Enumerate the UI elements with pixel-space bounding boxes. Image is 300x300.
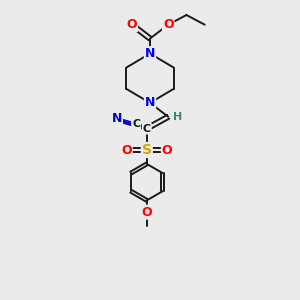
Text: O: O (162, 143, 172, 157)
Text: N: N (145, 96, 155, 110)
Text: C: C (132, 119, 140, 129)
Text: O: O (127, 18, 137, 31)
Text: O: O (163, 18, 173, 31)
Text: C: C (143, 124, 151, 134)
Text: H: H (173, 112, 182, 122)
Text: S: S (142, 143, 152, 157)
Text: O: O (142, 206, 152, 219)
Text: O: O (121, 143, 132, 157)
Text: N: N (145, 47, 155, 60)
Text: N: N (112, 112, 122, 125)
